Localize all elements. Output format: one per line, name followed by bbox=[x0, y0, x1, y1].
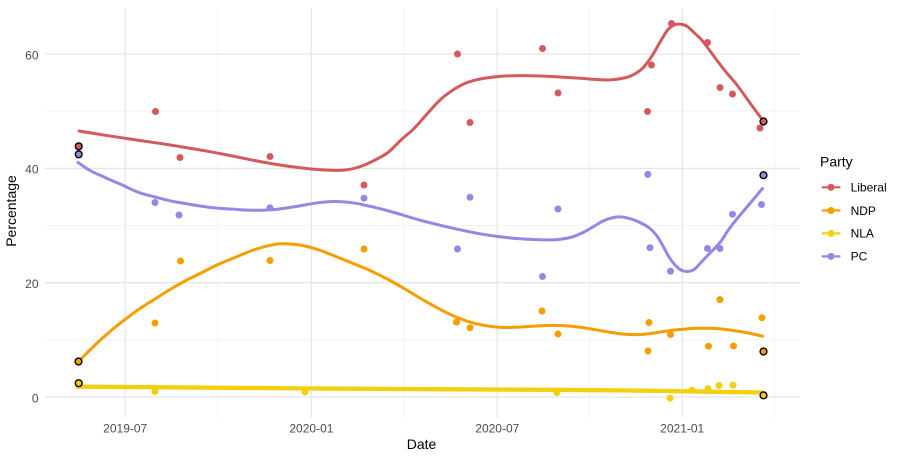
svg-text:NLA: NLA bbox=[851, 227, 874, 241]
svg-text:60: 60 bbox=[25, 48, 39, 62]
svg-text:2020-01: 2020-01 bbox=[289, 422, 333, 436]
svg-text:NDP: NDP bbox=[851, 204, 876, 218]
svg-text:PC: PC bbox=[851, 250, 868, 264]
svg-text:Party: Party bbox=[820, 153, 853, 169]
svg-text:2019-07: 2019-07 bbox=[103, 422, 147, 436]
svg-text:40: 40 bbox=[25, 163, 39, 177]
svg-text:2021-01: 2021-01 bbox=[660, 422, 704, 436]
svg-text:Liberal: Liberal bbox=[851, 181, 887, 195]
svg-text:Percentage: Percentage bbox=[3, 175, 19, 247]
svg-text:2020-07: 2020-07 bbox=[475, 422, 519, 436]
svg-text:20: 20 bbox=[25, 277, 39, 291]
svg-text:Date: Date bbox=[407, 436, 437, 452]
svg-text:0: 0 bbox=[32, 391, 39, 405]
